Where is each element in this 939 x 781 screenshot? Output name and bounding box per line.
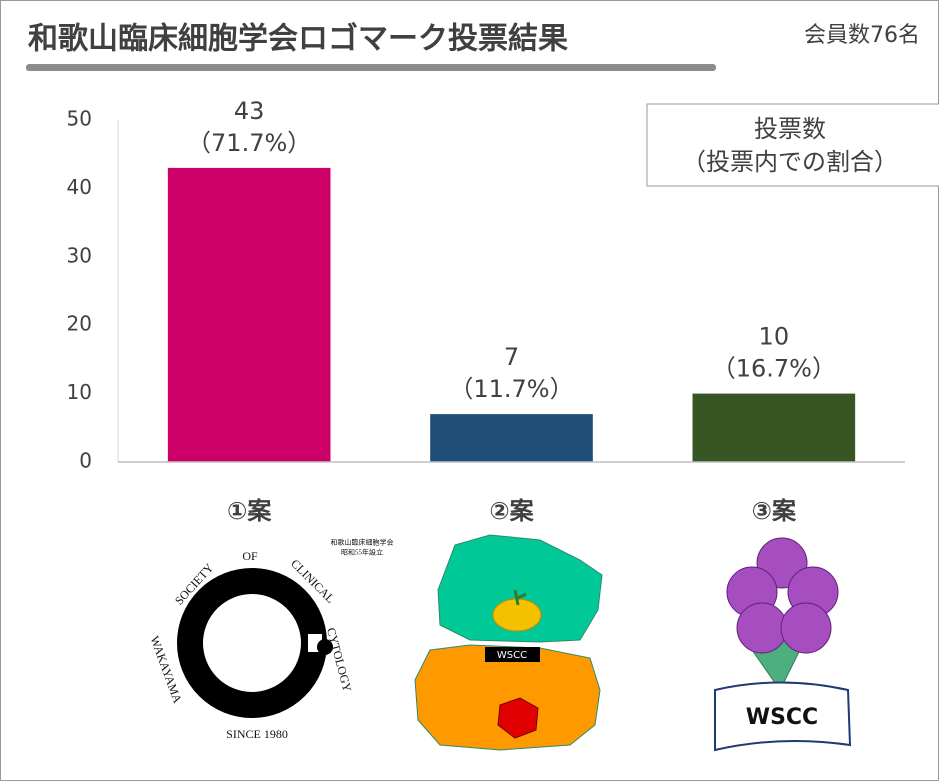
x-tick-label: ②案 xyxy=(489,497,534,525)
y-tick-label: 0 xyxy=(79,449,92,473)
y-tick-label: 20 xyxy=(67,312,92,336)
logo-text: WSCC xyxy=(746,705,818,730)
value-label: 7 xyxy=(504,343,519,371)
x-tick-label: ①案 xyxy=(227,497,272,525)
logo-text: SINCE 1980 xyxy=(226,727,288,741)
chart-subtitle: 会員数76名 xyxy=(804,23,920,48)
x-tick-label: ③案 xyxy=(752,497,797,525)
logo-shape xyxy=(781,603,831,653)
logo-text: WSCC xyxy=(497,650,527,661)
logo-text: OF xyxy=(242,549,258,563)
slide: 和歌山臨床細胞学会ロゴマーク投票結果 会員数76名 投票数 （投票内での割合） … xyxy=(0,0,939,781)
value-label: 43 xyxy=(234,97,265,125)
chart-title: 和歌山臨床細胞学会ロゴマーク投票結果 xyxy=(28,22,568,57)
share-label: （71.7%） xyxy=(187,129,311,157)
legend-line: 投票数 xyxy=(754,115,826,143)
bar xyxy=(430,414,593,462)
bar xyxy=(168,168,331,462)
share-label: （16.7%） xyxy=(712,355,836,383)
bar xyxy=(693,394,856,462)
y-tick-label: 50 xyxy=(67,107,92,131)
title-underline xyxy=(26,64,716,71)
logo-text: 和歌山臨床細胞学会 xyxy=(331,538,394,547)
value-label: 10 xyxy=(759,323,790,351)
logo-shape xyxy=(737,603,787,653)
y-tick-label: 30 xyxy=(67,243,92,267)
legend-line: （投票内での割合） xyxy=(682,148,898,176)
y-tick-label: 10 xyxy=(67,380,92,404)
share-label: （11.7%） xyxy=(449,375,573,403)
y-tick-label: 40 xyxy=(67,175,92,199)
logo-text: 昭和55年設立 xyxy=(341,548,383,557)
